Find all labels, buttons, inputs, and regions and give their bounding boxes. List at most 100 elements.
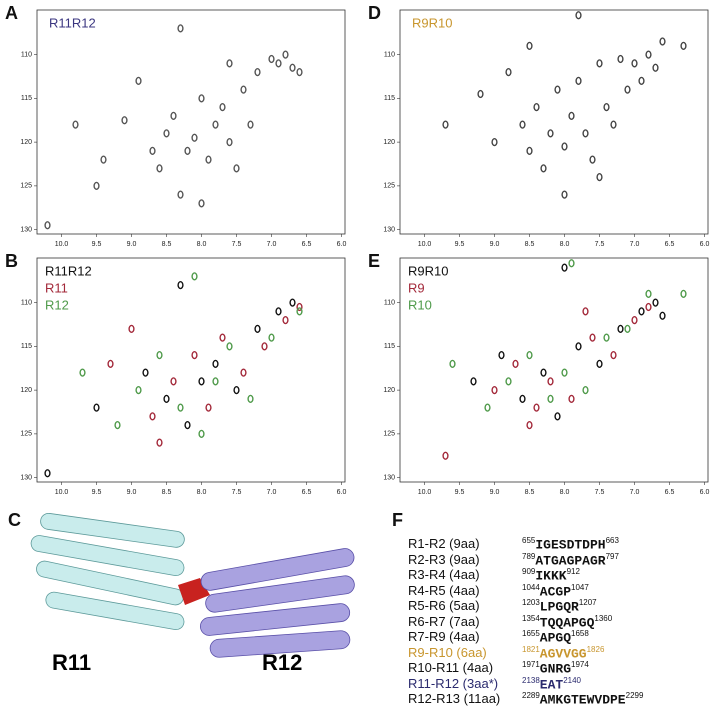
peak — [582, 129, 589, 138]
peak — [547, 377, 554, 386]
peak — [177, 403, 184, 412]
peak — [198, 377, 205, 386]
peak — [79, 368, 86, 377]
peak — [491, 386, 498, 395]
start-residue: 1971 — [522, 660, 540, 669]
start-residue: 1203 — [522, 598, 540, 607]
peak — [526, 146, 533, 155]
linker-sequence: GNRG — [539, 661, 572, 677]
peak — [638, 307, 645, 316]
peak — [184, 421, 191, 430]
peak — [652, 298, 659, 307]
linker-sequence: LPGQR — [539, 599, 579, 615]
x-tick-label: 7.0 — [267, 241, 277, 248]
peak — [198, 429, 205, 438]
peak — [226, 342, 233, 351]
peak — [275, 307, 282, 316]
linker-sequence: EAT — [539, 676, 564, 692]
start-residue: 1655 — [522, 629, 540, 638]
peak — [568, 111, 575, 120]
end-residue: 1207 — [578, 598, 597, 607]
x-tick-label: 8.5 — [525, 241, 535, 248]
x-tick-label: 6.5 — [665, 241, 675, 248]
peak — [589, 333, 596, 342]
panel-label: C — [8, 510, 21, 530]
peak — [177, 281, 184, 290]
peak — [156, 438, 163, 447]
peak — [289, 63, 296, 72]
domain-label: R12 — [262, 650, 302, 675]
peak — [268, 333, 275, 342]
linker-name: R6-R7 (7aa) — [408, 613, 480, 629]
peak — [498, 351, 505, 360]
peak — [442, 451, 449, 460]
linker-name: R4-R5 (4aa) — [408, 582, 480, 598]
y-tick-label: 120 — [20, 139, 32, 146]
peak — [603, 333, 610, 342]
x-tick-label: 6.0 — [700, 489, 710, 496]
peak — [170, 111, 177, 120]
peak — [128, 324, 135, 333]
peak — [547, 129, 554, 138]
x-tick-label: 10.0 — [55, 489, 69, 496]
y-tick-label: 120 — [20, 387, 32, 394]
linker-sequence: APGQ — [539, 630, 572, 646]
panel-label: F — [392, 510, 403, 530]
x-tick-label: 6.0 — [337, 489, 347, 496]
linker-sequence-cell: 2289AMKGTEWVDPE2299 — [522, 691, 643, 707]
peak — [526, 421, 533, 430]
linker-sequence-cell: 1354TQQAPGQ1360 — [522, 614, 612, 630]
peak — [247, 394, 254, 403]
x-tick-label: 6.5 — [302, 489, 312, 496]
x-tick-label: 9.0 — [127, 489, 137, 496]
domain-label: R11 — [52, 650, 91, 675]
peak — [505, 68, 512, 77]
linker-sequence: IGESDTDPH — [535, 537, 606, 553]
legend-label: R11R12 — [45, 263, 92, 278]
x-tick-label: 8.5 — [162, 489, 172, 496]
peak — [275, 59, 282, 68]
y-tick-label: 130 — [20, 474, 32, 481]
start-residue: 655 — [522, 536, 536, 545]
peak — [289, 298, 296, 307]
peak — [533, 403, 540, 412]
legend-label: R9R10 — [412, 15, 452, 30]
x-tick-label: 8.5 — [525, 489, 535, 496]
peak — [659, 37, 666, 46]
x-tick-label: 6.0 — [700, 241, 710, 248]
peak — [624, 324, 631, 333]
peak — [596, 173, 603, 182]
x-tick-label: 9.5 — [455, 241, 465, 248]
end-residue: 912 — [566, 567, 580, 576]
peak — [505, 377, 512, 386]
panel-label: D — [368, 3, 381, 23]
linker-sequence: IKKK — [535, 568, 567, 584]
peak — [212, 377, 219, 386]
peak — [533, 103, 540, 112]
y-tick-label: 110 — [21, 51, 32, 58]
y-tick-label: 110 — [384, 299, 395, 306]
linker-name: R3-R4 (4aa) — [408, 567, 480, 582]
peak — [282, 316, 289, 325]
start-residue: 1354 — [522, 613, 540, 623]
peak — [135, 76, 142, 85]
x-tick-label: 7.5 — [595, 241, 605, 248]
end-residue: 1360 — [594, 613, 613, 623]
peak — [114, 421, 121, 430]
x-tick-label: 7.5 — [232, 489, 242, 496]
peak — [470, 377, 477, 386]
panel-label: E — [368, 251, 380, 271]
peak — [519, 120, 526, 129]
legend-label: R11R12 — [49, 15, 96, 30]
peak — [44, 469, 51, 478]
start-residue: 2289 — [522, 691, 540, 700]
linker-sequence: AMKGTEWVDPE — [539, 692, 626, 708]
peak — [561, 368, 568, 377]
peak — [226, 138, 233, 147]
x-tick-label: 9.0 — [490, 241, 500, 248]
linker-name: R9-R10 (6aa) — [408, 644, 487, 660]
peak — [575, 342, 582, 351]
peak — [282, 50, 289, 59]
y-tick-label: 130 — [383, 474, 395, 481]
